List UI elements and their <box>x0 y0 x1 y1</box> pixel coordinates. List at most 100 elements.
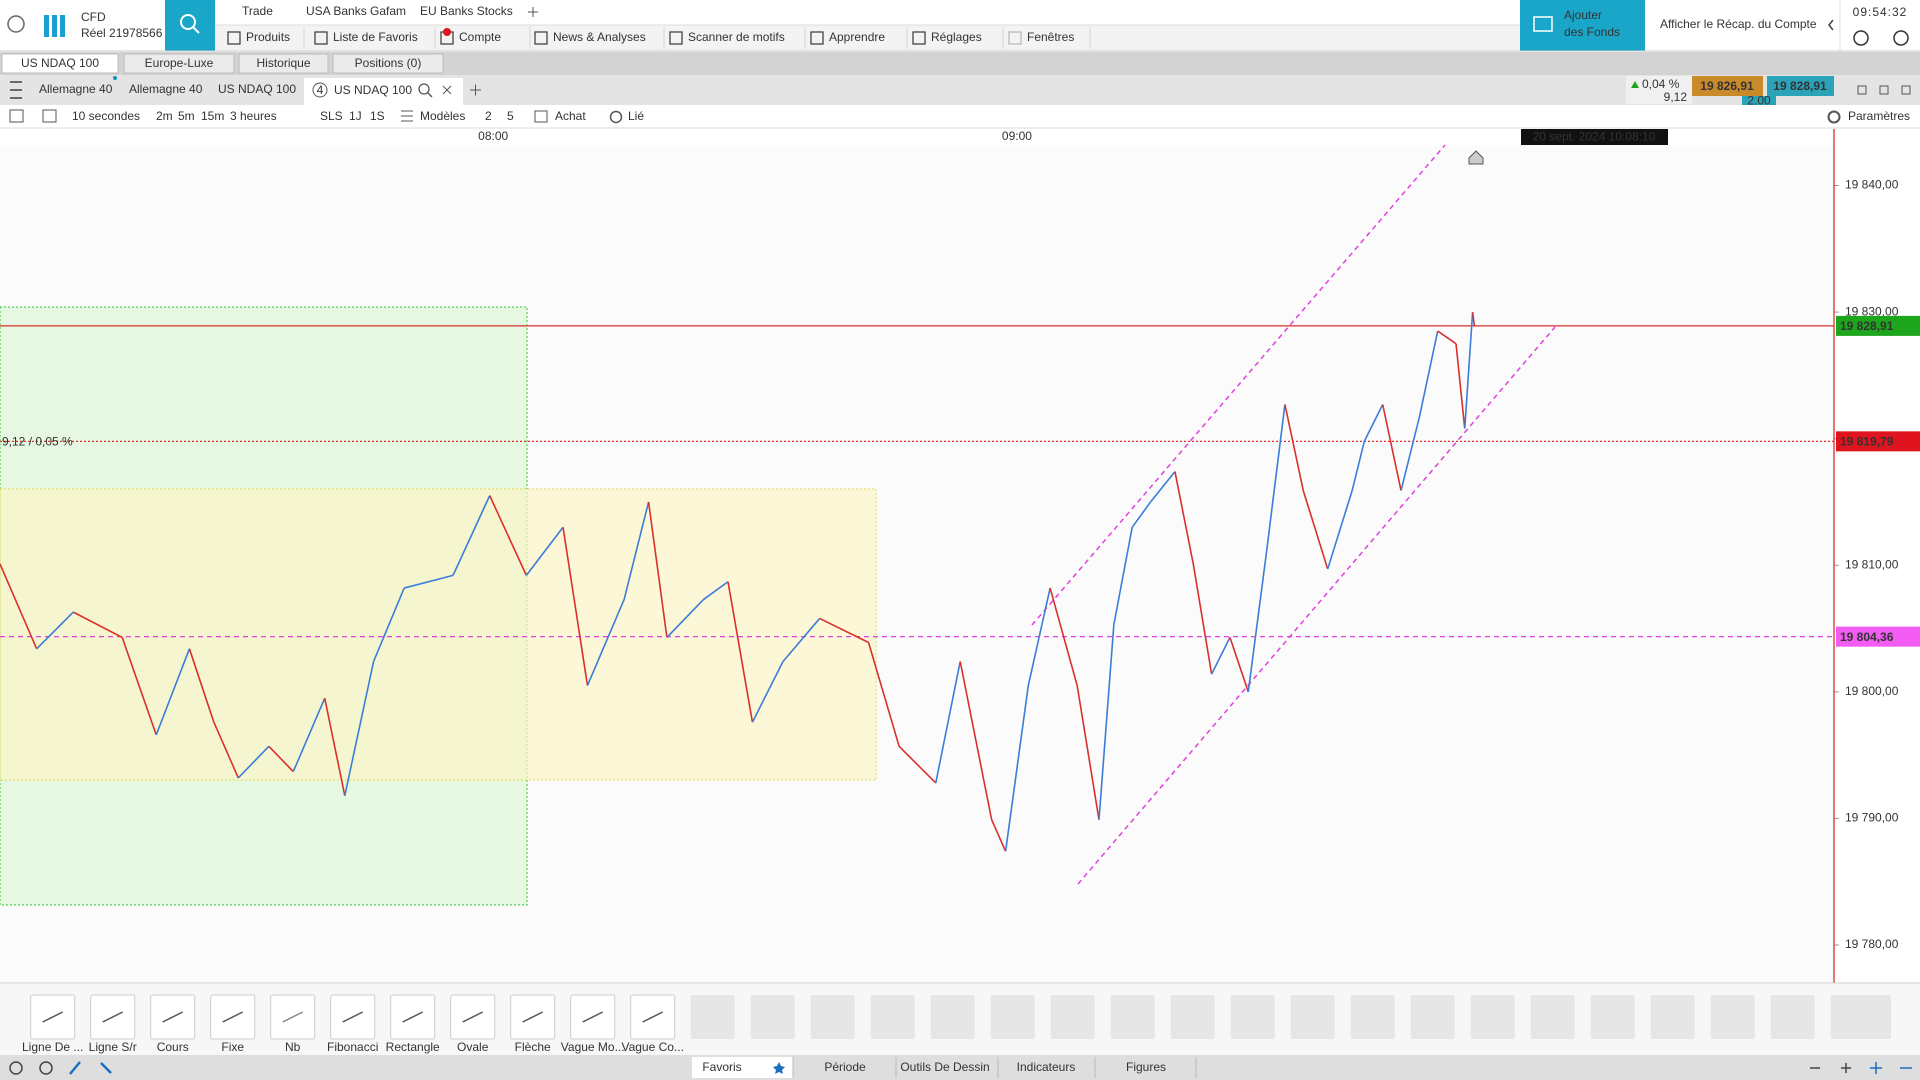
ask-box[interactable] <box>1767 76 1834 96</box>
top-tab[interactable]: USA Banks Gafam <box>306 4 406 18</box>
price-segment <box>488 495 528 576</box>
bottom-tab[interactable]: Figures <box>1126 1060 1166 1074</box>
tool-slot <box>1170 995 1215 1039</box>
quick-interval[interactable]: 2m <box>156 109 173 123</box>
chart-tab[interactable]: US NDAQ 100 <box>218 82 296 96</box>
workspace-tab[interactable] <box>123 53 235 74</box>
period[interactable]: 1J <box>349 109 362 123</box>
price-segment <box>782 617 821 662</box>
workspace-tab-label: Positions (0) <box>355 56 422 70</box>
chart-tab[interactable]: Allemagne 40 <box>39 82 113 96</box>
menu-item[interactable]: Produits <box>246 30 290 44</box>
price-segment <box>751 661 784 723</box>
workspace-tab[interactable] <box>238 53 329 74</box>
add-funds-button[interactable] <box>1520 0 1645 51</box>
menu-icon <box>1008 31 1022 45</box>
tool-label: Ovale <box>457 1040 489 1054</box>
menu-item[interactable]: Scanner de motifs <box>688 30 785 44</box>
cancel-icon <box>39 1061 53 1075</box>
tool-slot <box>1650 995 1695 1039</box>
marker-icon <box>1468 150 1484 165</box>
layout-count[interactable]: 2 <box>485 109 492 123</box>
tool-icon <box>462 1011 484 1023</box>
menu-item[interactable]: Réglages <box>931 30 982 44</box>
tool-icon <box>222 1011 244 1023</box>
bid-box[interactable] <box>1692 76 1763 96</box>
info-icon <box>1853 30 1869 46</box>
tool-slot <box>750 995 795 1039</box>
active-chart-tab-label: US NDAQ 100 <box>334 83 412 97</box>
workspace-tab[interactable] <box>1 53 119 74</box>
menu-icon <box>669 31 683 45</box>
price-segment <box>1471 311 1476 327</box>
user-icon <box>7 15 25 33</box>
time-tick-label: 08:00 <box>478 129 508 143</box>
bottom-tab[interactable]: Indicateurs <box>1017 1060 1076 1074</box>
tool-label: Fibonacci <box>327 1040 378 1054</box>
workspace-bar <box>0 52 1920 75</box>
settings[interactable]: Paramètres <box>1848 109 1910 123</box>
price-segment <box>867 642 900 747</box>
link-icon <box>609 110 623 124</box>
price-segment <box>1437 330 1457 345</box>
price-segment <box>292 697 326 772</box>
window-icon <box>1901 85 1911 95</box>
channel-upper <box>1031 144 1446 626</box>
workspace-tab[interactable] <box>332 53 444 74</box>
range[interactable]: 3 heures <box>230 109 277 123</box>
logo-bar <box>44 15 49 37</box>
menu-item[interactable]: Fenêtres <box>1027 30 1074 44</box>
tool-slot <box>1530 995 1575 1039</box>
price-level-tag <box>1836 431 1920 452</box>
account-summary[interactable]: Afficher le Récap. du Compte <box>1660 17 1817 31</box>
menu-item[interactable]: Compte <box>459 30 501 44</box>
period[interactable]: SLS <box>320 109 343 123</box>
cursor-tag <box>1521 129 1668 145</box>
tool-label: Cours <box>157 1040 189 1054</box>
linked[interactable]: Lié <box>628 109 644 123</box>
price-segment <box>647 501 668 638</box>
tool-slot <box>1847 995 1891 1039</box>
menu-item[interactable]: Apprendre <box>829 30 885 44</box>
tool-slot <box>1290 995 1335 1039</box>
price-segment <box>1229 637 1250 693</box>
buy[interactable]: Achat <box>555 109 586 123</box>
tab-close <box>442 85 452 95</box>
favorite-star <box>773 1062 785 1074</box>
menu-item[interactable]: Liste de Favoris <box>333 30 418 44</box>
quick-interval[interactable]: 15m <box>201 109 224 123</box>
templates[interactable]: Modèles <box>420 109 465 123</box>
bottom-tab[interactable]: Période <box>824 1060 866 1074</box>
active-chart-tab[interactable] <box>304 78 463 105</box>
price-segment <box>121 637 158 736</box>
menu-item[interactable]: News & Analyses <box>553 30 646 44</box>
top-tab[interactable]: Trade <box>242 4 273 18</box>
price-level-label: 19 804,36 <box>1840 630 1894 644</box>
quick-interval[interactable]: 5m <box>178 109 195 123</box>
toolbar-bg <box>0 105 1920 128</box>
bottom-tab[interactable]: Favoris <box>702 1060 741 1074</box>
chart-tab[interactable]: Allemagne 40 <box>129 82 203 96</box>
layout-count[interactable]: 5 <box>507 109 514 123</box>
bottom-tab[interactable]: Outils De Dessin <box>900 1060 989 1074</box>
tool-slot <box>1110 995 1155 1039</box>
price-segment <box>1174 471 1195 565</box>
price-segment <box>1463 312 1474 429</box>
price-level-tag <box>1836 315 1920 336</box>
cursor-label: 20 sept. 2024 10:08:10 <box>1533 130 1656 144</box>
period[interactable]: 1S <box>370 109 385 123</box>
brand: CFD <box>81 10 106 24</box>
search-button[interactable] <box>165 0 215 51</box>
time-axis-bg <box>0 129 1920 145</box>
tool-icon <box>42 1011 64 1023</box>
bid-price: 19 826,91 <box>1700 79 1754 93</box>
interval[interactable]: 10 secondes <box>72 109 140 123</box>
top-tab[interactable]: EU Banks Stocks <box>420 4 513 18</box>
tool-icon <box>522 1011 544 1023</box>
list-icon <box>9 109 24 123</box>
price-segment <box>990 819 1007 852</box>
refresh-icon <box>9 1061 23 1075</box>
price-segment <box>1351 441 1366 491</box>
